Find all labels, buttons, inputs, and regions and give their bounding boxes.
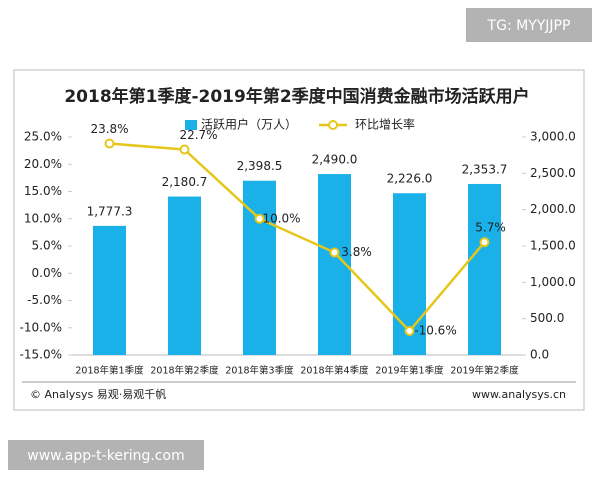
y2-tick-label: 0.0 — [530, 348, 549, 362]
line-point — [104, 138, 115, 149]
line-value-label: -10.6% — [414, 324, 456, 338]
line-value-label: 10.0% — [262, 211, 300, 225]
y2-tick-label: 1,000.0 — [530, 275, 576, 289]
bar-value-label: 2,398.5 — [237, 159, 283, 173]
line-value-label: 5.7% — [475, 221, 506, 235]
tag: TG: MYYJJPP — [487, 18, 571, 34]
x-tick-label: 2018年第2季度 — [150, 365, 219, 377]
y2-tick-label: 2,000.0 — [530, 202, 576, 216]
line-point — [404, 326, 415, 337]
line-value-label: 3.8% — [341, 245, 372, 259]
y-tick-label: 0.0% — [32, 266, 63, 280]
legend-label: 活跃用户（万人） — [201, 117, 297, 132]
y-tick-label: 20.0% — [24, 157, 62, 171]
x-tick-label: 2019年第2季度 — [450, 365, 519, 377]
bar-value-label: 2,353.7 — [462, 162, 508, 176]
y-tick-label: 10.0% — [24, 211, 62, 225]
y2-tick-label: 2,500.0 — [530, 166, 576, 180]
bar-value-label: 2,180.7 — [162, 175, 208, 189]
x-tick-label: 2019年第1季度 — [375, 365, 444, 377]
bar — [168, 196, 201, 355]
x-tick-label: 2018年第4季度 — [300, 365, 369, 377]
bar-value-label: 2,226.0 — [387, 172, 433, 186]
y2-tick-label: 3,000.0 — [530, 130, 576, 144]
legend-swatch — [185, 120, 197, 130]
y2-tick-label: 500.0 — [530, 311, 564, 325]
legend-label: 环比增长率 — [355, 117, 415, 132]
line — [109, 142, 486, 333]
line-point — [179, 144, 190, 155]
bar-value-label: 2,490.0 — [312, 153, 358, 167]
bar-value-label: 1,777.3 — [87, 204, 133, 218]
chart-frame — [13, 69, 585, 411]
site: www.app-t-kering.com — [27, 448, 184, 464]
line-point — [254, 213, 265, 224]
y-tick-label: 5.0% — [32, 239, 63, 253]
bar — [468, 183, 501, 355]
y2-tick-label: 1,500.0 — [530, 239, 576, 253]
chart-title: 2018年第1季度-2019年第2季度中国消费金融市场活跃用户 — [64, 86, 529, 107]
legend-swatch — [328, 120, 338, 130]
line-value-label: 22.7% — [179, 128, 217, 142]
y-tick-label: -10.0% — [20, 320, 62, 334]
x-tick-label: 2018年第3季度 — [225, 365, 294, 377]
y-tick-label: 15.0% — [24, 184, 62, 198]
y-tick-label: -5.0% — [27, 293, 62, 307]
line-point — [329, 247, 340, 258]
footer-source: © Analysys 易观·易观千帆 — [30, 387, 166, 401]
tag-box — [466, 8, 592, 42]
x-tick-label: 2018年第1季度 — [75, 365, 144, 377]
line-value-label: 23.8% — [90, 122, 128, 136]
footer-url: www.analysys.cn — [472, 388, 566, 401]
site-box — [8, 440, 204, 470]
y-tick-label: -15.0% — [20, 348, 62, 362]
line-point — [479, 237, 490, 248]
bar — [93, 225, 126, 355]
y-tick-label: 25.0% — [24, 130, 62, 144]
